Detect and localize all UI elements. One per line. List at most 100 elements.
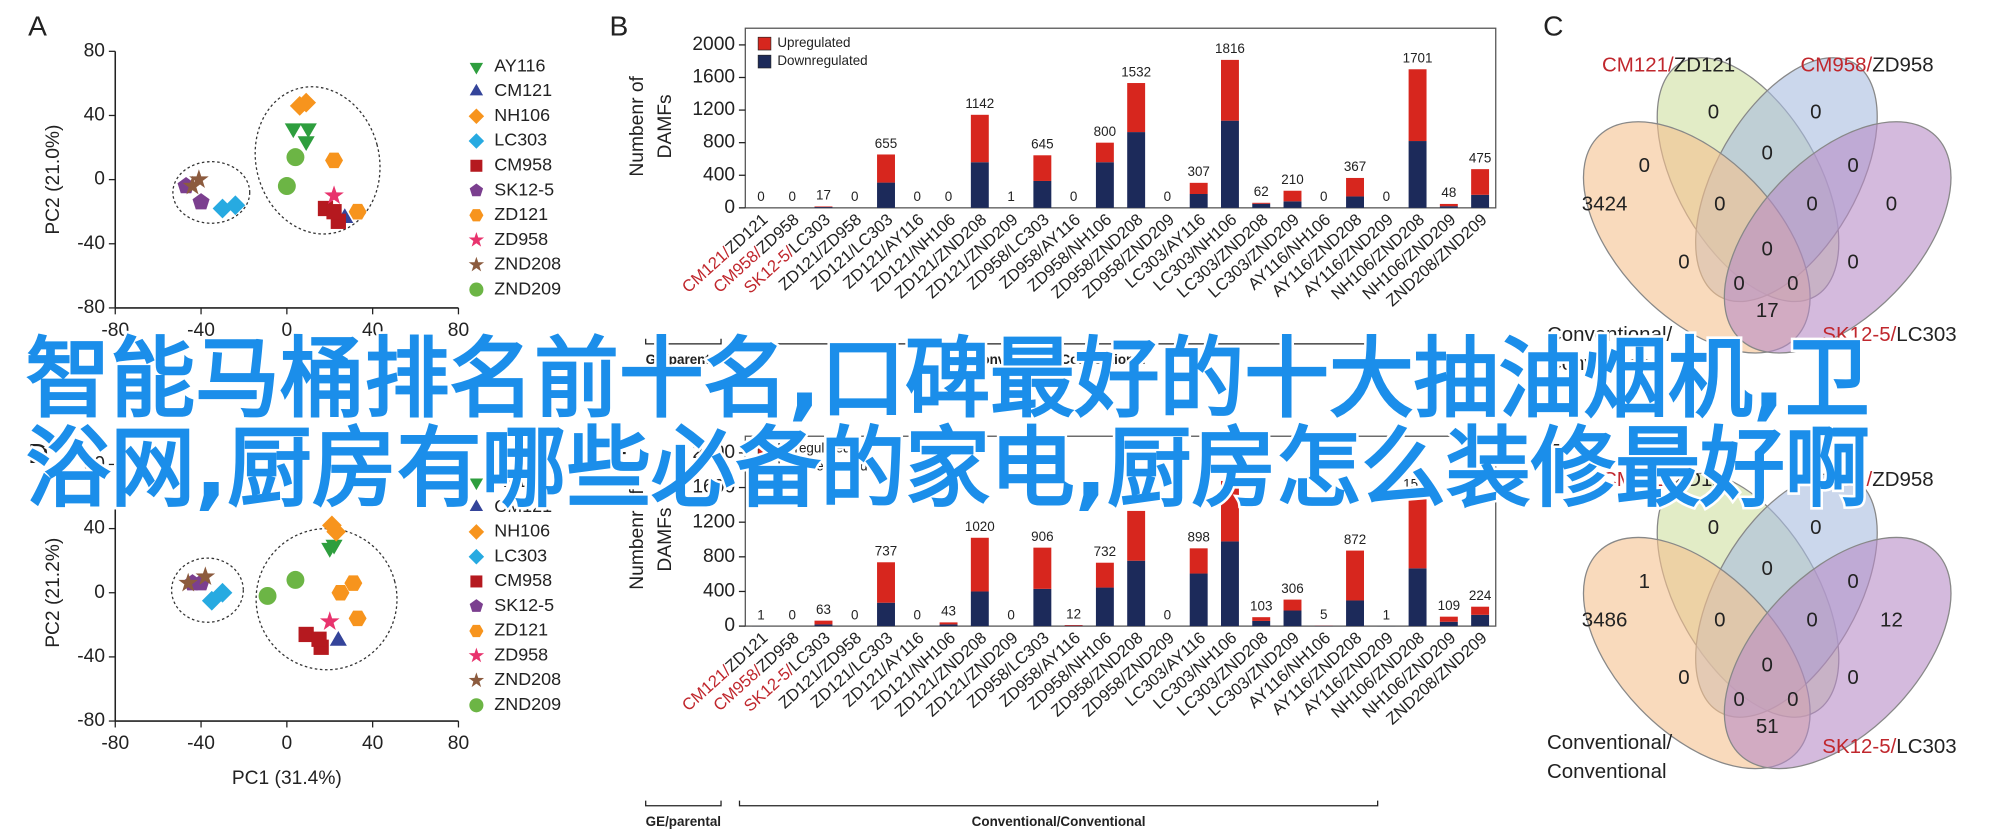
data-point <box>297 136 315 152</box>
legend-label: Downregulated <box>777 459 867 474</box>
bar-segment <box>1220 480 1239 542</box>
group-bracket <box>645 338 722 345</box>
venn-count: 0 <box>1847 154 1858 177</box>
venn-count: 3424 <box>1582 193 1628 216</box>
group-label: Conventional/Conventional <box>972 352 1146 367</box>
venn-count: 0 <box>1708 100 1719 123</box>
bar-segment <box>1471 606 1490 615</box>
bar-segment <box>1283 190 1302 202</box>
legend-label: LC303 <box>494 545 547 565</box>
bar-segment <box>1439 203 1458 207</box>
total-label: 475 <box>1469 150 1491 165</box>
venn-count: 0 <box>1714 608 1725 631</box>
data-point <box>319 611 340 630</box>
venn-set-label: CM121/ZD121 <box>1602 469 1735 492</box>
total-label: 1330 <box>1121 492 1151 507</box>
venn-set-label: CM958/ZD958 <box>1801 54 1934 77</box>
legend-label: ZD121 <box>494 204 548 224</box>
overlay-title: 浴网,厨房有哪些必备的家电,厨房怎么装修最好啊 <box>26 418 1870 520</box>
legend-marker <box>469 62 484 75</box>
data-point <box>286 148 305 167</box>
total-label: 0 <box>1383 189 1390 204</box>
cluster-outline <box>255 527 398 671</box>
total-label: 1701 <box>1403 51 1433 66</box>
legend-swatch <box>757 442 772 456</box>
x-tick-label: 80 <box>448 733 469 754</box>
x-tick-label: 40 <box>362 733 383 754</box>
venn-count: 0 <box>1886 193 1897 216</box>
y-tick-label: 400 <box>703 581 735 602</box>
bar-segment <box>1283 201 1302 208</box>
venn-count: 0 <box>1708 516 1719 539</box>
data-point <box>331 584 350 601</box>
total-label: 0 <box>914 607 921 622</box>
venn-set-label: SK12-5/LC303 <box>1822 324 1956 347</box>
legend-label: CM958 <box>494 570 552 590</box>
bar-segment <box>1439 206 1458 208</box>
bar-segment <box>970 114 989 163</box>
legend-label: Upregulated <box>777 441 850 456</box>
legend-swatch <box>757 460 772 474</box>
bar-segment <box>1033 547 1052 589</box>
total-label: 1020 <box>965 519 995 534</box>
x-tick-label: 0 <box>282 320 293 341</box>
bar-segment <box>1095 562 1114 588</box>
venn-count: 0 <box>1806 193 1817 216</box>
total-label: 0 <box>851 607 858 622</box>
total-label: 0 <box>1007 607 1014 622</box>
bar-segment <box>1095 587 1114 627</box>
venn-count: 51 <box>1756 715 1779 738</box>
y-axis-title: DAMFs <box>655 507 676 571</box>
bar-segment <box>1408 69 1427 142</box>
data-point <box>189 169 209 188</box>
venn-count: 0 <box>1787 688 1798 711</box>
bar-segment <box>1095 142 1114 163</box>
total-label: 1676 <box>1215 462 1245 477</box>
data-point <box>324 185 344 205</box>
bar-segment <box>1252 620 1271 627</box>
venn-set <box>1723 536 1952 770</box>
plot-frame <box>744 435 1497 627</box>
panel-letter: F <box>1543 437 1560 469</box>
total-label: 737 <box>875 544 897 559</box>
legend-marker <box>470 159 483 172</box>
venn-count: 0 <box>1847 666 1858 689</box>
bar-segment <box>1220 541 1239 627</box>
bar-segment <box>1127 560 1146 627</box>
group-bracket <box>738 338 1379 345</box>
x-tick-label: -40 <box>187 733 215 754</box>
bar-segment <box>877 602 895 627</box>
group-bracket <box>645 800 722 807</box>
legend-label: ZND209 <box>494 694 561 714</box>
legend-label: SK12-5 <box>494 179 554 199</box>
data-point <box>212 198 233 219</box>
data-point <box>258 586 277 605</box>
venn-set-label: Conventional/Conventional <box>1547 732 1673 784</box>
data-point <box>348 610 367 627</box>
y-axis-title: Numbenr of <box>627 75 648 176</box>
venn-count: 0 <box>1639 154 1650 177</box>
total-label: 103 <box>1250 598 1272 613</box>
venn-count: 12 <box>1880 608 1903 631</box>
legend-swatch <box>757 54 772 69</box>
group-bracket <box>738 800 1379 807</box>
overlay-title: 智能马桶排名前十名,口碑最好的十大抽油烟机,卫 <box>26 328 1870 430</box>
total-label: 12 <box>1066 606 1081 621</box>
legend-label: ZD958 <box>494 644 548 664</box>
bar-segment <box>1127 132 1146 208</box>
bar-segment <box>1033 180 1052 208</box>
bar-segment <box>1346 550 1364 601</box>
total-label: 0 <box>1070 189 1077 204</box>
bar-segment <box>1439 616 1458 622</box>
bar-segment <box>1064 625 1083 626</box>
data-point <box>344 575 363 591</box>
data-point <box>182 175 203 195</box>
total-label: 62 <box>1254 184 1269 199</box>
venn-set-label: SK12-5/LC303 <box>1822 735 1956 758</box>
bar-segment <box>1033 155 1052 181</box>
bar-segment <box>814 624 833 627</box>
legend-swatch <box>757 36 772 51</box>
data-point <box>286 570 305 589</box>
legend-marker <box>468 524 485 540</box>
total-label: 1532 <box>1121 64 1151 79</box>
